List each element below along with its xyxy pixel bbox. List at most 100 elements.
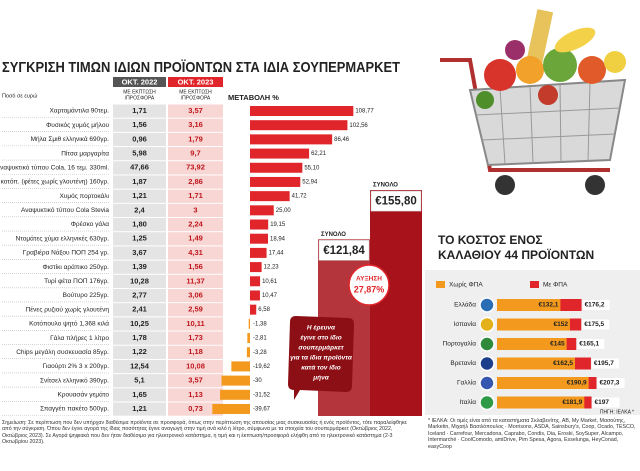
price-2022: 1,65 — [132, 390, 147, 399]
value-label: €132,1 — [539, 302, 559, 309]
note-text: Η έρευνα — [307, 325, 336, 332]
value-label: €197 — [595, 399, 610, 406]
product: Βούτυρο 225γρ. — [63, 291, 110, 299]
cell — [113, 246, 166, 260]
product: Φυσικός χυμός μήλου — [46, 121, 109, 129]
flag — [479, 375, 495, 391]
cell — [113, 331, 166, 345]
cell — [113, 161, 166, 175]
value-label: €181,9 — [562, 399, 582, 406]
bar — [497, 338, 567, 350]
change-bar — [220, 389, 250, 400]
price-2023: 3,06 — [188, 290, 203, 299]
price-2023: 3,57 — [188, 106, 203, 115]
change-label: -39,67 — [253, 407, 271, 413]
product: Γάλα πλήρες 1 λίτρο — [50, 334, 109, 342]
header-note: /ΠΡΟΣΦΟΡΑ — [181, 95, 211, 101]
source: ΠΗΓΗ: ΙΕΛΚΑ * — [600, 409, 634, 415]
price-2022: 1,56 — [132, 120, 147, 129]
cell — [168, 303, 223, 317]
price-2022: 1,71 — [132, 106, 147, 115]
change-label: 62,21 — [311, 151, 327, 157]
cell — [113, 175, 166, 189]
price-2022: 47,66 — [130, 163, 149, 172]
change-label: 6,58 — [258, 307, 270, 313]
change-bar — [231, 361, 250, 372]
price-2023: 1,71 — [188, 191, 203, 200]
cell — [168, 331, 223, 345]
change-bar — [250, 233, 268, 244]
price-2023: 10,11 — [186, 319, 204, 328]
product: Πίτσα μαργαρίτα — [61, 149, 109, 157]
bar — [497, 377, 589, 389]
change-label: 19,15 — [270, 222, 286, 228]
header-period: ΟΚΤ. 2022 — [122, 77, 158, 86]
cell — [168, 402, 223, 416]
note-text: μήνα — [312, 375, 330, 382]
change-label: 41,72 — [292, 194, 308, 200]
change-bar — [250, 162, 303, 173]
product: Χυμός πορτοκάλι — [59, 192, 109, 200]
price-2022: 1,22 — [132, 347, 147, 356]
bar — [497, 396, 585, 409]
cell — [113, 317, 166, 331]
price-2022: 10,25 — [130, 319, 149, 328]
cell — [113, 345, 166, 359]
cell — [168, 189, 223, 203]
country: Ιταλία — [460, 398, 477, 406]
change-label: -31,52 — [253, 392, 271, 398]
flag — [479, 355, 495, 372]
change-label: 52,94 — [302, 180, 318, 186]
change-bar — [250, 304, 257, 315]
price-2023: 11,37 — [186, 276, 204, 285]
product: Ντομάτες χύμα ελληνικές 630γρ. — [16, 234, 110, 242]
value-label: €176,2 — [585, 302, 605, 309]
bar — [497, 299, 561, 311]
value-box — [582, 300, 610, 310]
note-text: κατά τον ίδιο — [301, 365, 341, 372]
change-label: 55,10 — [304, 165, 320, 171]
cell — [113, 359, 166, 374]
change-bar — [246, 347, 250, 358]
cell — [113, 388, 166, 402]
price-2023: 4,31 — [188, 248, 203, 257]
footnote: * ΙΕΛΚΑ: Οι τιμές είναι από τα καταστήμα… — [428, 418, 636, 450]
change-bar — [250, 191, 290, 202]
change-header: ΜΕΤΑΒΟΛΗ % — [228, 93, 279, 102]
total-label: ΣΥΝΟΛΟ — [373, 183, 398, 189]
cell — [113, 260, 166, 274]
value-label: €165,1 — [579, 341, 599, 348]
cell — [113, 232, 166, 246]
note-text: έγινε στο ίδιο — [300, 335, 341, 342]
price-2023: 3,57 — [188, 376, 203, 385]
cell — [168, 132, 223, 147]
product: Μήλα Σμιθ ελληνικά 690γρ. — [31, 135, 110, 143]
cell — [168, 118, 223, 132]
cell — [168, 359, 223, 374]
header-box — [113, 77, 166, 87]
change-label: 108,77 — [355, 109, 374, 115]
product: Κοτόπουλο ψητό 1,368 κιλά — [29, 320, 109, 328]
price-2022: 1,87 — [132, 177, 147, 186]
total-label: ΣΥΝΟΛΟ — [321, 232, 346, 238]
product: Τυρί φέτα ΠΟΠ 176γρ. — [44, 277, 109, 285]
value-label: €145 — [550, 341, 565, 348]
change-bar — [250, 219, 269, 230]
price-2022: 2,77 — [132, 290, 147, 299]
value-label: €207,3 — [600, 380, 620, 387]
increase-badge — [348, 264, 390, 306]
header-period: ΟΚΤ. 2023 — [178, 77, 214, 86]
price-2023: 9,7 — [190, 149, 200, 158]
change-bar — [248, 318, 250, 329]
price-2023: 1,79 — [188, 134, 203, 143]
cell — [168, 147, 223, 161]
change-label: -30 — [253, 378, 262, 384]
legend-label: Με ΦΠΑ — [543, 282, 568, 289]
footnote: Σημείωση: Σε περίπτωση που δεν υπήρχαν δ… — [2, 420, 407, 446]
price-2022: 5,98 — [132, 149, 147, 158]
title: ΣΥΓΚΡΙΣΗ ΤΙΜΩΝ ΙΔΙΩΝ ΠΡΟΪΟΝΤΩΝ ΣΤΑ ΙΔΙΑ … — [2, 59, 400, 76]
product: Γραβιέρα Νάξου ΠΟΠ 254 γρ. — [23, 249, 109, 257]
total-value: €155,80 — [375, 196, 417, 208]
price-2022: 1,21 — [132, 404, 147, 413]
change-label: 86,46 — [334, 137, 350, 143]
